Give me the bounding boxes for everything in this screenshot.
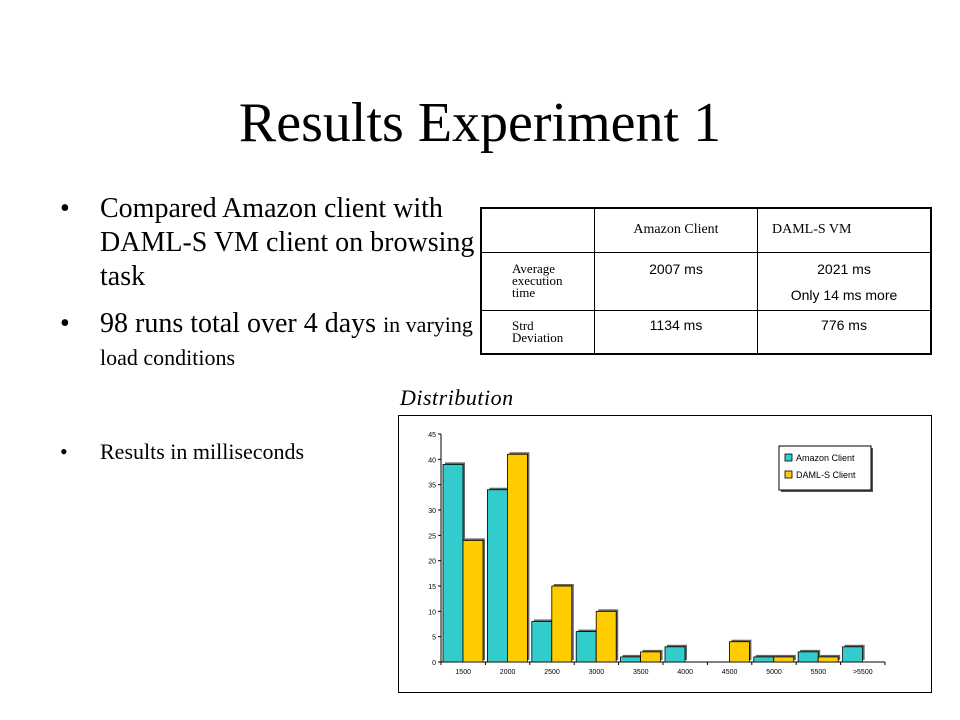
x-tick-label: 3000 (589, 669, 605, 676)
legend-swatch (784, 453, 793, 462)
table-row-label: Average execution time (480, 251, 595, 311)
bar (551, 585, 573, 663)
y-tick-label: 25 (428, 533, 436, 540)
bar (773, 656, 795, 663)
table-cell: 2007 ms (594, 251, 758, 311)
bar (728, 641, 750, 663)
legend-swatch (784, 470, 793, 479)
bar (595, 610, 617, 663)
x-tick-label: 2000 (500, 669, 516, 676)
bullet-text: Compared Amazon client with DAML-S VM cl… (100, 193, 475, 292)
y-tick-label: 40 (428, 457, 436, 464)
y-tick-label: 45 (428, 432, 436, 439)
table-row: Average execution time 2007 ms 2021 ms O… (480, 251, 932, 311)
bar (487, 489, 508, 663)
bullet-item: • Compared Amazon client with DAML-S VM … (60, 192, 480, 294)
distribution-label: Distribution (400, 385, 514, 410)
bar (462, 540, 484, 663)
bar (664, 646, 686, 663)
legend (778, 445, 872, 491)
bullet-text-small: in varying load conditions (100, 312, 473, 370)
legend-label: DAML-S Client (796, 470, 856, 480)
bar (640, 651, 662, 663)
x-tick-label: 3500 (633, 669, 649, 676)
x-tick-label: 2500 (544, 669, 560, 676)
table-header-row: Amazon Client DAML-S VM (480, 207, 932, 253)
bar (442, 464, 464, 663)
bar (531, 621, 553, 663)
x-tick-label: >5500 (853, 669, 873, 676)
y-tick-label: 30 (428, 508, 436, 515)
table-cell-note: Only 14 ms more (790, 286, 898, 303)
bullet-item: • Results in milliseconds (60, 438, 304, 466)
bar (753, 656, 775, 663)
bullet-dot: • (60, 308, 70, 339)
results-table: Amazon Client DAML-S VM Average executio… (480, 207, 932, 355)
table-header-cell: DAML-S VM (757, 207, 932, 253)
table-header-cell (480, 207, 595, 253)
x-tick-label: 5000 (766, 669, 782, 676)
y-tick-label: 20 (428, 559, 436, 566)
table-row-label: Strd Deviation (480, 309, 595, 355)
bullet-list: • Compared Amazon client with DAML-S VM … (60, 192, 480, 464)
bar (817, 656, 839, 663)
bar (842, 646, 864, 663)
table-cell: 1134 ms (594, 309, 758, 355)
chart-svg: 0 5 10 15 20 25 30 35 40 45 1500 2000 2500 3000 3500 40… (428, 432, 886, 676)
y-tick-label: 35 (428, 483, 436, 490)
bullet-dot: • (60, 193, 70, 224)
y-tick-label: 10 (428, 609, 436, 616)
y-tick-label: 15 (428, 584, 436, 591)
bullet-text-main: 98 runs total over 4 days (100, 308, 377, 339)
bar (507, 453, 528, 663)
legend-label: Amazon Client (796, 453, 855, 463)
y-tick-label: 5 (432, 635, 436, 642)
table-cell: 2021 ms Only 14 ms more (757, 251, 932, 311)
x-tick-label: 4000 (677, 669, 693, 676)
bullet-item: • 98 runs total over 4 days in varying l… (60, 308, 480, 374)
bullet-dot: • (60, 439, 68, 464)
table-header-cell: Amazon Client (594, 207, 758, 253)
distribution-chart: 0 5 10 15 20 25 30 35 40 45 1500 2000 2500 3000 3500 40… (398, 415, 932, 693)
table-cell-value: 2021 ms (817, 260, 871, 277)
y-tick-label: 0 (432, 660, 436, 667)
bar (620, 656, 642, 663)
x-tick-label: 1500 (455, 669, 471, 676)
bar (575, 631, 597, 663)
x-tick-label: 5500 (811, 669, 827, 676)
table-cell: 776 ms (757, 309, 932, 355)
bullet-text: Results in milliseconds (100, 439, 305, 464)
slide-title: Results Experiment 1 (238, 92, 722, 154)
table-row: Strd Deviation 1134 ms 776 ms (480, 309, 932, 355)
x-tick-label: 4500 (722, 669, 738, 676)
bar (797, 651, 819, 663)
